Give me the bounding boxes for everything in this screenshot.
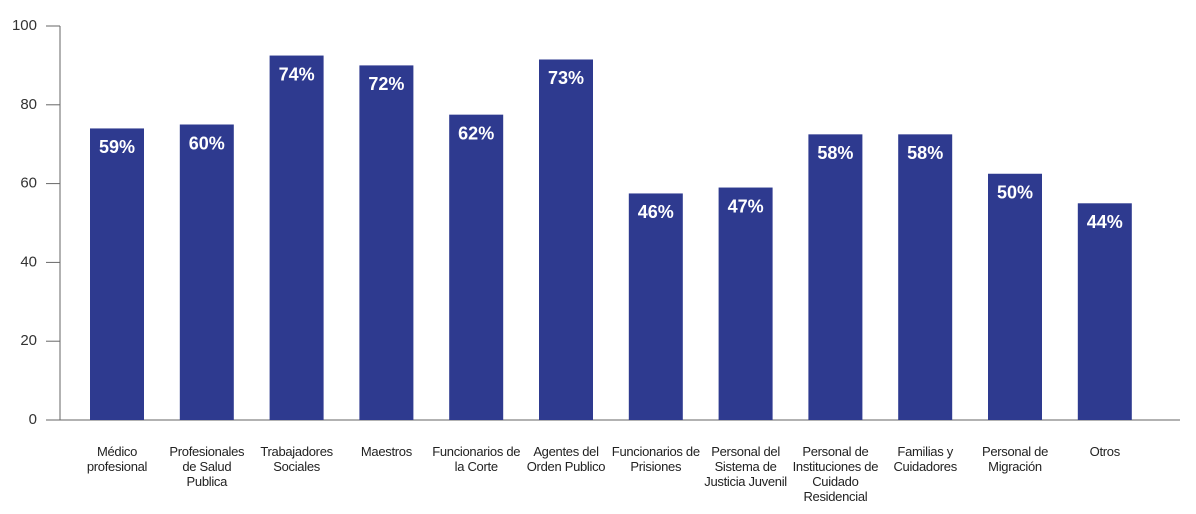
- x-tick-label: Otros: [1089, 444, 1121, 459]
- bar-label: 58%: [817, 143, 853, 163]
- x-tick-label: Agentes del Orden Publico: [526, 444, 606, 474]
- bar: [539, 59, 593, 421]
- bar-label: 73%: [548, 68, 584, 88]
- y-tick-label: 60: [20, 175, 37, 192]
- bar: [359, 65, 414, 421]
- bar-label: 72%: [368, 74, 404, 94]
- bar-label: 62%: [458, 123, 494, 143]
- y-tick-label: 20: [20, 332, 37, 349]
- x-tick-label: Trabajadores Sociales: [260, 444, 333, 474]
- x-tick-label: Familias y Cuidadores: [893, 444, 957, 474]
- bar-label: 60%: [189, 133, 225, 153]
- y-tick-label: 100: [12, 17, 37, 34]
- bar: [1077, 203, 1132, 420]
- x-tick-label: Médico profesional: [86, 444, 148, 474]
- x-tick-label: Maestros: [360, 444, 412, 459]
- bar: [449, 114, 504, 421]
- bar-label: 58%: [907, 143, 943, 163]
- x-tick-label: Personal del Sistema de Justicia Juvenil: [704, 444, 787, 489]
- bar-label: 46%: [638, 202, 674, 222]
- bar: [718, 187, 773, 420]
- y-tick-label: 0: [29, 411, 37, 428]
- bar: [179, 124, 234, 420]
- bar-label: 50%: [997, 183, 1033, 203]
- bar: [808, 134, 863, 420]
- x-tick-label: Profesionales de Salud Publica: [169, 444, 245, 489]
- bar: [628, 193, 683, 420]
- x-tick-label: Funcionarios de Prisiones: [611, 444, 700, 474]
- y-tick-label: 80: [20, 96, 37, 113]
- bar-label: 47%: [728, 196, 764, 216]
- bar: [898, 134, 953, 420]
- x-tick-label: Funcionarios de la Corte: [432, 444, 521, 474]
- y-tick-label: 40: [20, 253, 37, 270]
- bar-label: 59%: [99, 137, 135, 157]
- bar-label: 44%: [1087, 212, 1123, 232]
- bar: [269, 55, 324, 421]
- x-tick-label: Personal de Instituciones de Cuidado Res…: [792, 444, 879, 504]
- x-tick-label: Personal de Migración: [981, 444, 1049, 474]
- bar: [90, 128, 144, 420]
- bar: [988, 173, 1042, 420]
- bar-label: 74%: [279, 64, 315, 84]
